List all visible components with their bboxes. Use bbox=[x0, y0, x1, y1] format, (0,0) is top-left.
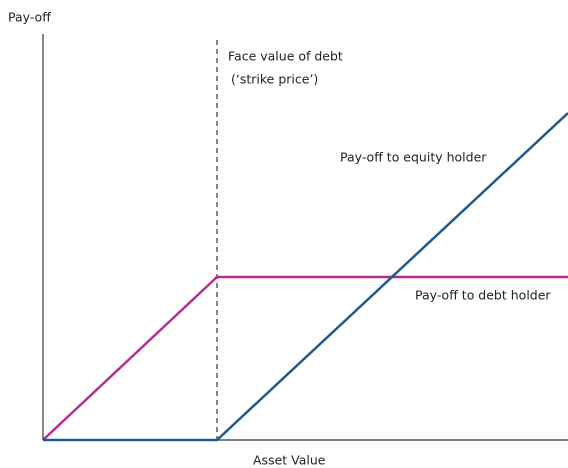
series-label: Pay-off to debt holder bbox=[415, 288, 551, 303]
y-axis-label: Pay-off bbox=[8, 10, 51, 25]
x-axis-label: Asset Value bbox=[253, 453, 326, 468]
strike-label: (‘strike price’) bbox=[231, 72, 318, 87]
series-label: Pay-off to equity holder bbox=[340, 150, 487, 165]
strike-label: Face value of debt bbox=[228, 49, 343, 64]
debt-payoff-line bbox=[42, 275, 568, 441]
equity-payoff-line bbox=[43, 112, 568, 442]
